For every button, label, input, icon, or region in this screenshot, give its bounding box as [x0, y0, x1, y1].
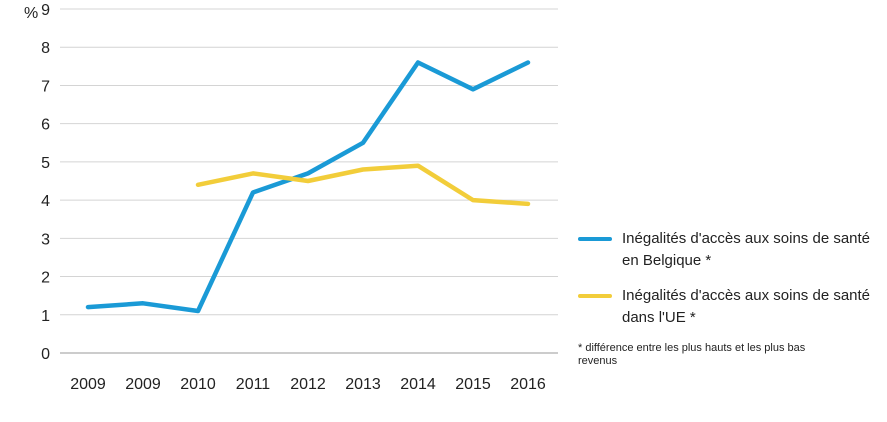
y-tick-label: 7 — [41, 78, 50, 95]
x-tick-label: 2009 — [125, 376, 161, 393]
x-tick-label: 2015 — [455, 376, 491, 393]
footnote: * différence entre les plus hauts et les… — [578, 342, 806, 367]
y-tick-label: 5 — [41, 155, 50, 172]
x-tick-label: 2013 — [345, 376, 381, 393]
x-tick-label: 2011 — [236, 376, 271, 393]
series-line-0 — [85, 60, 531, 314]
y-tick-label: 9 — [41, 2, 50, 19]
y-tick-label: 2 — [41, 270, 50, 287]
legend-swatch-belgium — [578, 237, 612, 241]
x-tick-label: 2012 — [290, 376, 326, 393]
gridlines — [60, 8, 558, 354]
x-tick-label: 2010 — [180, 376, 216, 393]
y-tick-label: 0 — [41, 346, 50, 363]
legend-item-eu: Inégalités d'accès aux soins de santé da… — [578, 285, 878, 329]
x-tick-label: 2014 — [400, 376, 436, 393]
legend-label-belgium: Inégalités d'accès aux soins de santé en… — [622, 230, 871, 269]
y-unit-label: % — [24, 5, 38, 22]
y-tick-label: 4 — [41, 193, 50, 210]
legend: Inégalités d'accès aux soins de santé en… — [578, 228, 878, 368]
y-axis-ticks: 0 1 2 3 4 5 6 7 8 9 — [41, 2, 50, 363]
y-tick-label: 3 — [41, 231, 50, 248]
legend-swatch-eu — [578, 294, 612, 298]
series-lines — [85, 60, 531, 314]
legend-item-belgium: Inégalités d'accès aux soins de santé en… — [578, 228, 878, 272]
legend-label-eu: Inégalités d'accès aux soins de santé da… — [622, 287, 871, 326]
x-axis-ticks: 2009 2009 2010 2011 2012 2013 2014 2015 2016 — [70, 376, 546, 393]
x-tick-label: 2016 — [510, 376, 546, 393]
series-line-1 — [195, 163, 531, 207]
y-tick-label: 6 — [41, 117, 50, 134]
x-tick-label: 2009 — [70, 376, 106, 393]
y-tick-label: 8 — [41, 40, 50, 57]
y-tick-label: 1 — [41, 308, 50, 325]
